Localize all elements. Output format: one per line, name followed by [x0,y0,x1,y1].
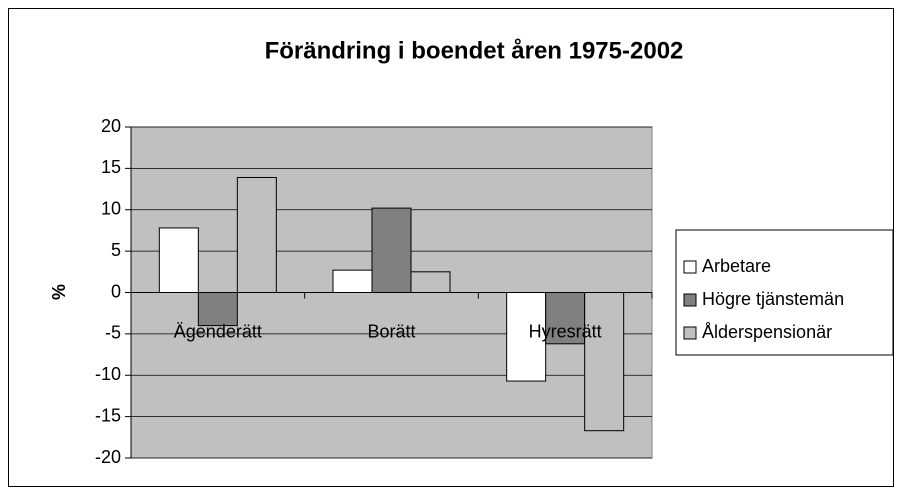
legend-swatch [683,326,697,340]
bar [584,292,625,432]
x-tick-label: Ägenderätt [174,321,262,341]
y-tick-label: -10 [95,364,121,384]
y-tick-label: 20 [101,116,121,136]
legend-label: Arbetare [702,256,771,276]
y-tick-label: 5 [111,240,121,260]
bar [236,176,277,293]
legend-swatch [683,260,697,274]
y-tick-label: 0 [111,281,121,301]
y-axis-label: % [49,284,69,300]
y-tick-label: 10 [101,199,121,219]
bar [410,271,451,293]
legend-label: Högre tjänstemän [702,289,844,309]
y-tick-label: -5 [105,323,121,343]
chart-title: Förändring i boendet åren 1975-2002 [265,37,684,64]
legend-swatch [683,293,697,307]
y-tick-label: -20 [95,447,121,467]
bar [197,292,238,327]
bar [158,227,199,293]
bar [506,292,547,382]
bar [332,269,373,294]
legend [675,229,894,356]
y-tick-label: 15 [101,157,121,177]
y-tick-label: -15 [95,405,121,425]
bar [371,207,412,293]
x-tick-label: Borätt [367,321,415,341]
x-tick-label: Hyresrätt [529,321,602,341]
legend-label: Ålderspensionär [702,322,832,342]
